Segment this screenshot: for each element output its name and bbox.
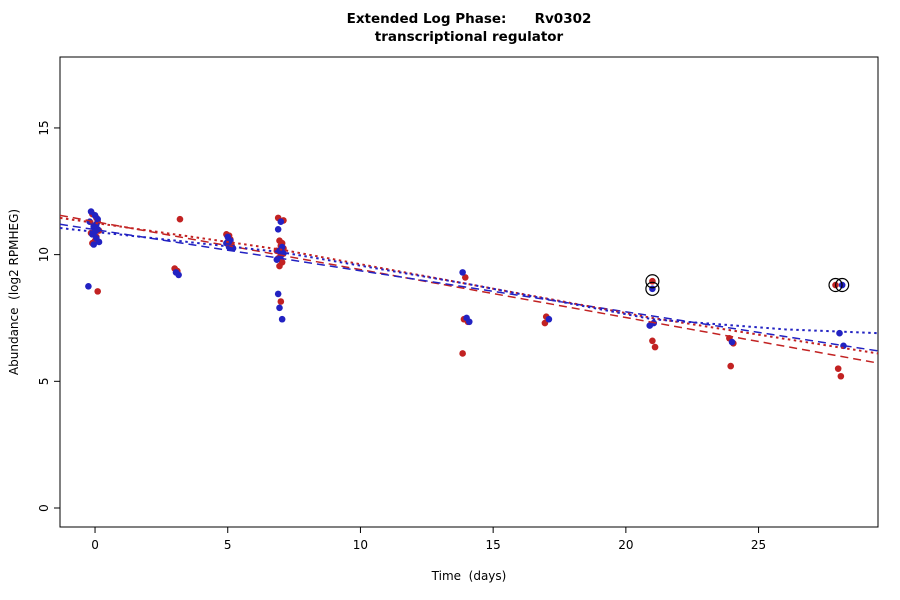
x-tick-label: 5: [224, 538, 232, 552]
data-point-blue-points: [459, 269, 466, 276]
x-tick-label: 25: [751, 538, 766, 552]
data-point-blue-points: [277, 218, 285, 225]
data-point-blue-points: [278, 315, 286, 323]
outlier-ring: [645, 274, 660, 289]
red-linear-fit-line: [60, 214, 878, 364]
data-point-red-points: [176, 215, 184, 223]
data-point-red-points: [649, 337, 656, 345]
outlier-ring: [828, 277, 843, 293]
x-axis-label: Time (days): [431, 569, 507, 583]
blue-linear-fit-line: [60, 223, 878, 352]
chart-subtitle: transcriptional regulator: [374, 29, 564, 45]
y-tick-label: 15: [37, 120, 51, 135]
data-point-blue-points: [85, 282, 92, 290]
blue-smooth-fit-line: [60, 227, 878, 335]
data-point-blue-points: [274, 225, 282, 233]
x-tick-label: 15: [486, 538, 501, 552]
data-point-blue-points: [728, 338, 736, 346]
data-point-red-points: [277, 298, 285, 305]
x-tick-label: 20: [618, 538, 633, 552]
data-point-blue-points: [646, 322, 654, 329]
x-tick-label: 10: [353, 538, 368, 552]
data-point-blue-points: [836, 329, 843, 337]
data-point-red-points: [94, 288, 101, 295]
data-point-red-points: [834, 365, 842, 372]
data-point-red-points: [459, 350, 466, 357]
data-point-blue-points: [465, 318, 473, 326]
y-tick-label: 10: [37, 247, 51, 262]
data-point-red-points: [727, 362, 734, 370]
chart-title: Extended Log Phase: Rv0302: [346, 11, 592, 27]
data-point-red-points: [649, 277, 656, 285]
data-point-red-points: [837, 372, 845, 380]
data-point-blue-points: [649, 285, 656, 293]
data-point-red-points: [461, 274, 469, 281]
data-point-blue-points: [274, 290, 282, 298]
plot-border: [59, 56, 879, 528]
chart-title-block: Extended Log Phase: Rv0302 transcription…: [60, 10, 878, 46]
outlier-ring: [645, 281, 660, 296]
data-point-red-points: [276, 262, 283, 270]
data-point-blue-points: [175, 271, 182, 279]
data-point-blue-points: [276, 304, 283, 312]
data-point-blue-points: [94, 215, 101, 223]
data-point-blue-points: [545, 315, 553, 323]
data-point-blue-points: [90, 241, 98, 248]
data-point-blue-points: [273, 256, 281, 263]
x-tick-label: 0: [91, 538, 99, 552]
y-tick-label: 5: [37, 377, 51, 385]
data-point-blue-points: [95, 238, 103, 246]
data-point-red-points: [651, 343, 659, 351]
y-tick-label: 0: [37, 504, 51, 512]
outlier-ring: [835, 277, 850, 293]
